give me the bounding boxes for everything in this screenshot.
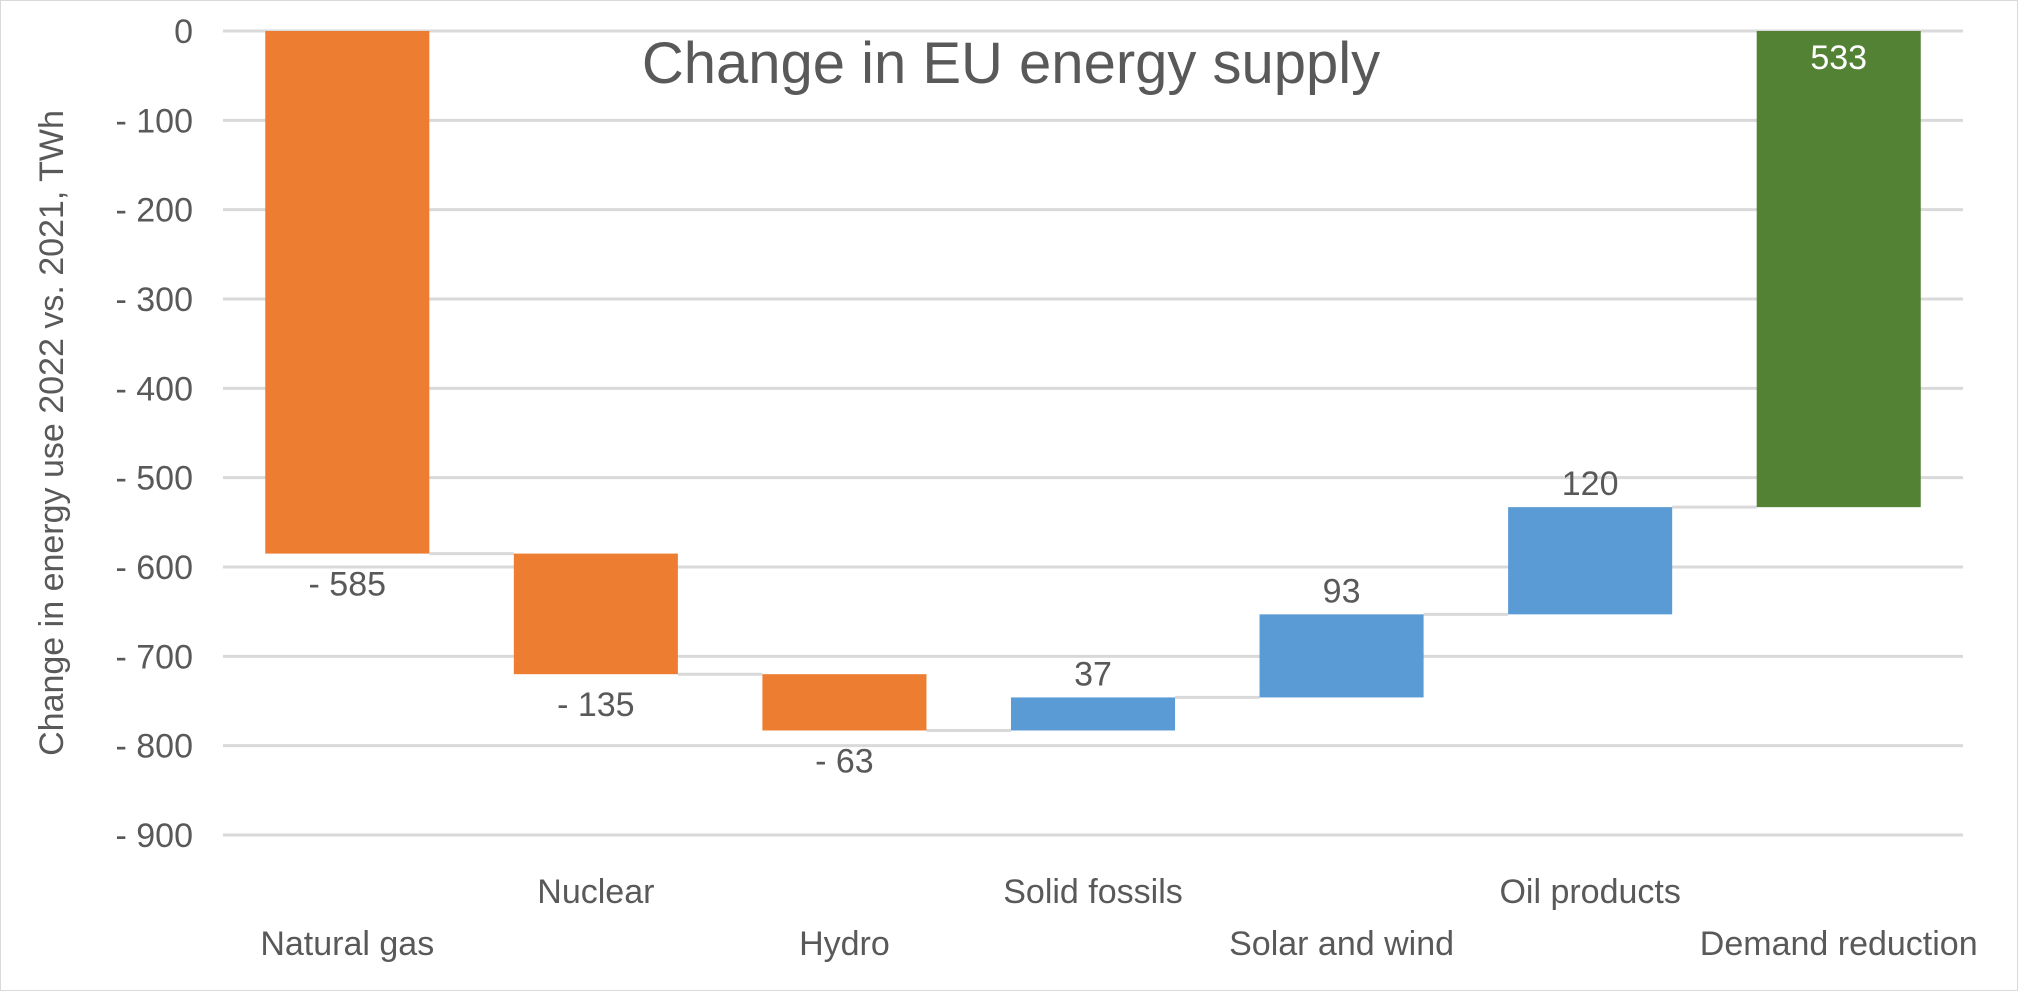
- category-label: Demand reduction: [1700, 925, 1978, 963]
- category-label: Natural gas: [260, 925, 434, 963]
- data-label: 93: [1323, 572, 1361, 610]
- chart-title: Change in EU energy supply: [642, 31, 1380, 96]
- bars: [265, 31, 1921, 731]
- data-label: 37: [1074, 655, 1112, 693]
- y-tick-label: - 300: [116, 281, 194, 319]
- bar-1: [513, 553, 678, 675]
- y-tick-label: - 900: [116, 817, 194, 855]
- data-label: - 63: [815, 742, 874, 780]
- y-tick-label: - 200: [116, 192, 194, 230]
- y-tick-label: - 500: [116, 460, 194, 498]
- y-tick-label: - 600: [116, 549, 194, 587]
- bar-6: [1756, 31, 1921, 508]
- y-tick-label: - 100: [116, 102, 194, 140]
- y-tick-label: - 400: [116, 370, 194, 408]
- y-axis-ticks: 0 - 100 - 200 - 300 - 400 - 500 - 600 - 700 - 80…: [116, 13, 194, 855]
- bar-3: [1010, 697, 1176, 731]
- bar-5: [1508, 507, 1673, 615]
- data-label: - 135: [557, 686, 635, 724]
- bar-2: [762, 674, 927, 731]
- category-label: Hydro: [799, 925, 890, 963]
- category-labels: Natural gas Nuclear Hydro Solid fossils Sola…: [260, 873, 1977, 963]
- data-label: 120: [1562, 465, 1619, 503]
- y-tick-label: - 700: [116, 638, 194, 676]
- bar-0: [265, 31, 430, 554]
- data-labels: - 585 - 135 - 63 37 93 120 533: [309, 39, 1868, 780]
- gridlines: [223, 29, 1963, 837]
- category-label: Oil products: [1499, 873, 1680, 911]
- category-label: Nuclear: [537, 873, 654, 911]
- category-label: Solid fossils: [1003, 873, 1183, 911]
- category-label: Solar and wind: [1229, 925, 1454, 963]
- y-tick-label: - 800: [116, 728, 194, 766]
- data-label: 533: [1810, 39, 1867, 77]
- bar-4: [1259, 614, 1424, 698]
- y-axis-label: Change in energy use 2022 vs. 2021, TWh: [33, 110, 71, 756]
- data-label: - 585: [309, 566, 387, 604]
- connector-lines: [429, 505, 1757, 732]
- y-tick-label: 0: [174, 13, 193, 51]
